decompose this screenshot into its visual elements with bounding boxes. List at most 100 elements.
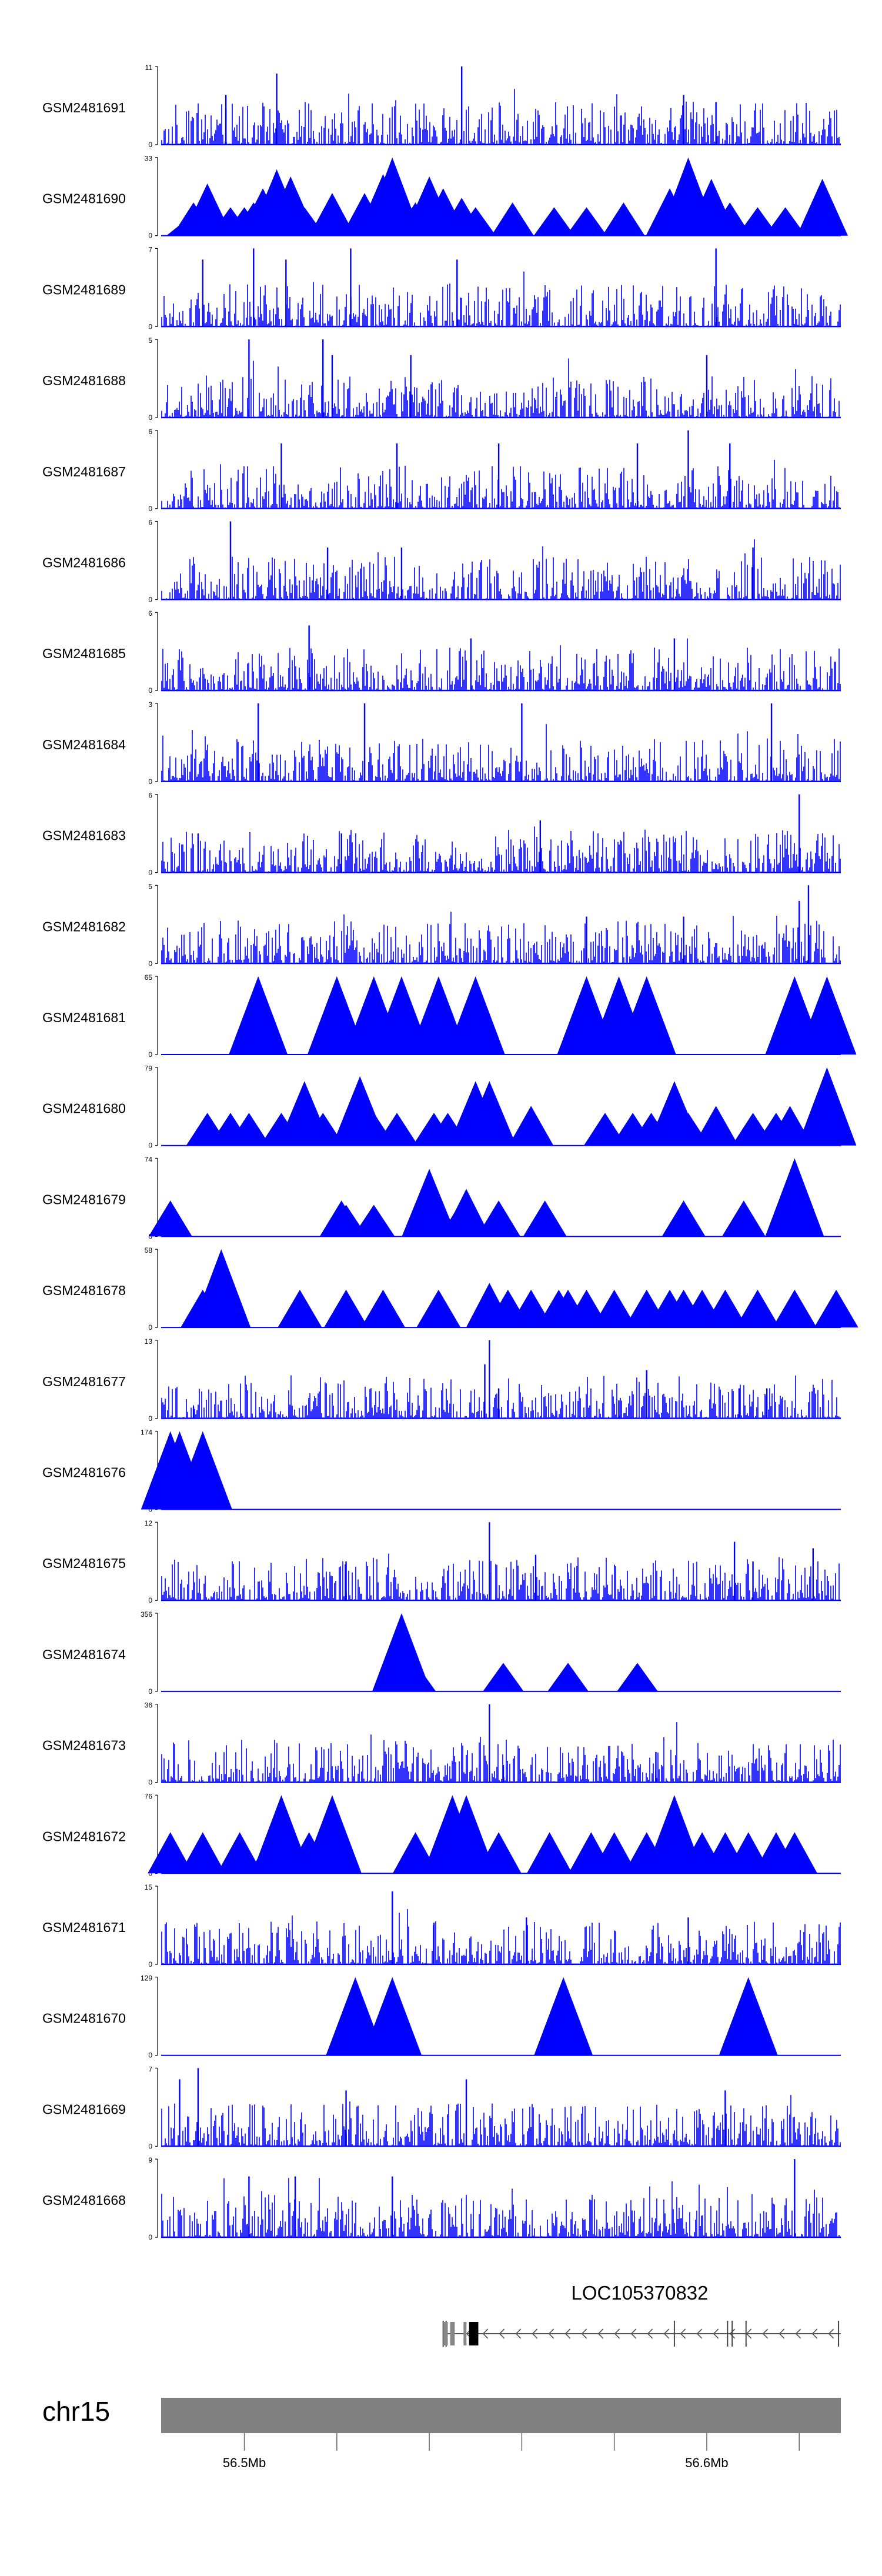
signal-peak	[508, 1106, 554, 1146]
y-min-label: 0	[148, 1323, 152, 1332]
track-label: GSM2481682	[42, 919, 126, 934]
strand-arrow	[482, 2328, 489, 2339]
track-label: GSM2481677	[42, 1374, 126, 1389]
signal-peak	[644, 1795, 704, 1874]
signal-marks	[161, 1340, 841, 1419]
strand-arrow	[647, 2328, 653, 2339]
signal-peak	[148, 1832, 193, 1874]
signal-trace	[161, 826, 841, 873]
y-min-label: 0	[148, 1142, 152, 1150]
y-max-label: 15	[145, 1883, 153, 1891]
signal-peak	[323, 1289, 369, 1328]
chromosome-label: chr15	[42, 2396, 110, 2427]
y-min-label: 0	[148, 959, 152, 967]
signal-marks	[161, 248, 841, 327]
y-max-label: 129	[141, 1974, 152, 1983]
signal-peak	[483, 1663, 524, 1691]
signal-peak	[437, 1795, 496, 1874]
track-gsm2481684: GSM2481684 3 0	[42, 700, 841, 786]
signal-marks	[181, 1249, 858, 1328]
track-label: GSM2481689	[42, 282, 126, 297]
track-label: GSM2481688	[42, 373, 126, 388]
y-min-label: 0	[148, 1414, 152, 1423]
signal-peak	[662, 1200, 706, 1237]
signal-peak	[592, 1832, 637, 1874]
signal-trace	[161, 1909, 841, 1964]
track-label: GSM2481687	[42, 464, 126, 479]
y-min-label: 0	[148, 778, 152, 786]
signal-peak	[442, 1189, 490, 1237]
y-max-label: 9	[148, 2156, 152, 2164]
signal-marks	[161, 1704, 841, 1783]
y-min-label: 0	[148, 2233, 152, 2241]
signal-peak	[764, 207, 806, 236]
track-gsm2481677: GSM2481677 13 0	[42, 1337, 841, 1423]
x-tick-label: 56.5Mb	[223, 2455, 266, 2470]
strand-arrow	[795, 2328, 801, 2339]
signal-marks	[148, 1795, 817, 1874]
signal-peak	[376, 1113, 419, 1146]
signal-peak	[462, 1081, 517, 1146]
y-max-label: 76	[145, 1792, 153, 1800]
y-min-label: 0	[148, 2051, 152, 2060]
signal-peak	[693, 1106, 739, 1146]
signal-peak	[446, 976, 505, 1055]
signal-marks	[161, 2068, 841, 2147]
y-min-label: 0	[148, 2142, 152, 2150]
signal-marks	[372, 1613, 658, 1691]
track-gsm2481668: GSM2481668 9 0	[42, 2156, 841, 2241]
signal-peak	[217, 1832, 263, 1874]
signal-peak	[409, 976, 468, 1055]
signal-peak	[302, 1113, 345, 1146]
signal-peak	[278, 1289, 322, 1328]
signal-marks	[161, 625, 841, 691]
signal-trace	[161, 1722, 841, 1783]
signal-marks	[161, 794, 841, 873]
y-max-label: 65	[145, 973, 153, 982]
strand-arrow	[779, 2328, 785, 2339]
signal-trace	[161, 460, 841, 509]
y-max-label: 13	[145, 1337, 153, 1346]
gene-exon	[463, 2322, 467, 2345]
track-gsm2481686: GSM2481686 6 0	[42, 519, 841, 604]
signal-marks	[141, 1431, 232, 1510]
track-gsm2481689: GSM2481689 7 0	[42, 245, 841, 331]
gene-exon	[469, 2322, 479, 2345]
signal-peak	[566, 207, 607, 236]
track-gsm2481687: GSM2481687 6 0	[42, 428, 841, 513]
signal-peak	[325, 1204, 368, 1237]
signal-peak	[148, 1200, 192, 1237]
track-gsm2481681: GSM2481681 65 0	[42, 973, 857, 1059]
track-gsm2481690: GSM2481690 33 0	[42, 155, 848, 240]
y-min-label: 0	[148, 413, 152, 422]
track-label: GSM2481675	[42, 1556, 126, 1571]
signal-peak	[416, 1289, 461, 1328]
signal-peak	[192, 1249, 251, 1328]
track-gsm2481691: GSM2481691 11 0	[42, 64, 841, 149]
y-min-label: 0	[148, 1687, 152, 1696]
signal-marks	[166, 157, 848, 236]
y-max-label: 6	[148, 792, 152, 800]
signal-trace	[161, 358, 841, 418]
y-max-label: 6	[148, 519, 152, 527]
y-max-label: 79	[145, 1065, 153, 1073]
track-label: GSM2481680	[42, 1101, 126, 1116]
strand-arrow	[663, 2328, 670, 2339]
signal-peak	[719, 1977, 778, 2056]
signal-peak	[392, 1832, 439, 1874]
strand-arrow	[532, 2328, 538, 2339]
strand-arrow	[811, 2328, 818, 2339]
y-max-label: 33	[145, 155, 153, 163]
signal-peak	[564, 1289, 609, 1328]
signal-peak	[797, 178, 848, 236]
signal-peak	[509, 1289, 553, 1328]
signal-peak	[402, 1169, 457, 1237]
signal-peak	[583, 1113, 626, 1146]
signal-trace	[161, 723, 841, 782]
strand-arrow	[614, 2328, 620, 2339]
signal-peak	[767, 1106, 813, 1146]
signal-marks	[161, 66, 841, 145]
y-min-label: 0	[148, 232, 152, 240]
signal-peak	[592, 1289, 637, 1328]
